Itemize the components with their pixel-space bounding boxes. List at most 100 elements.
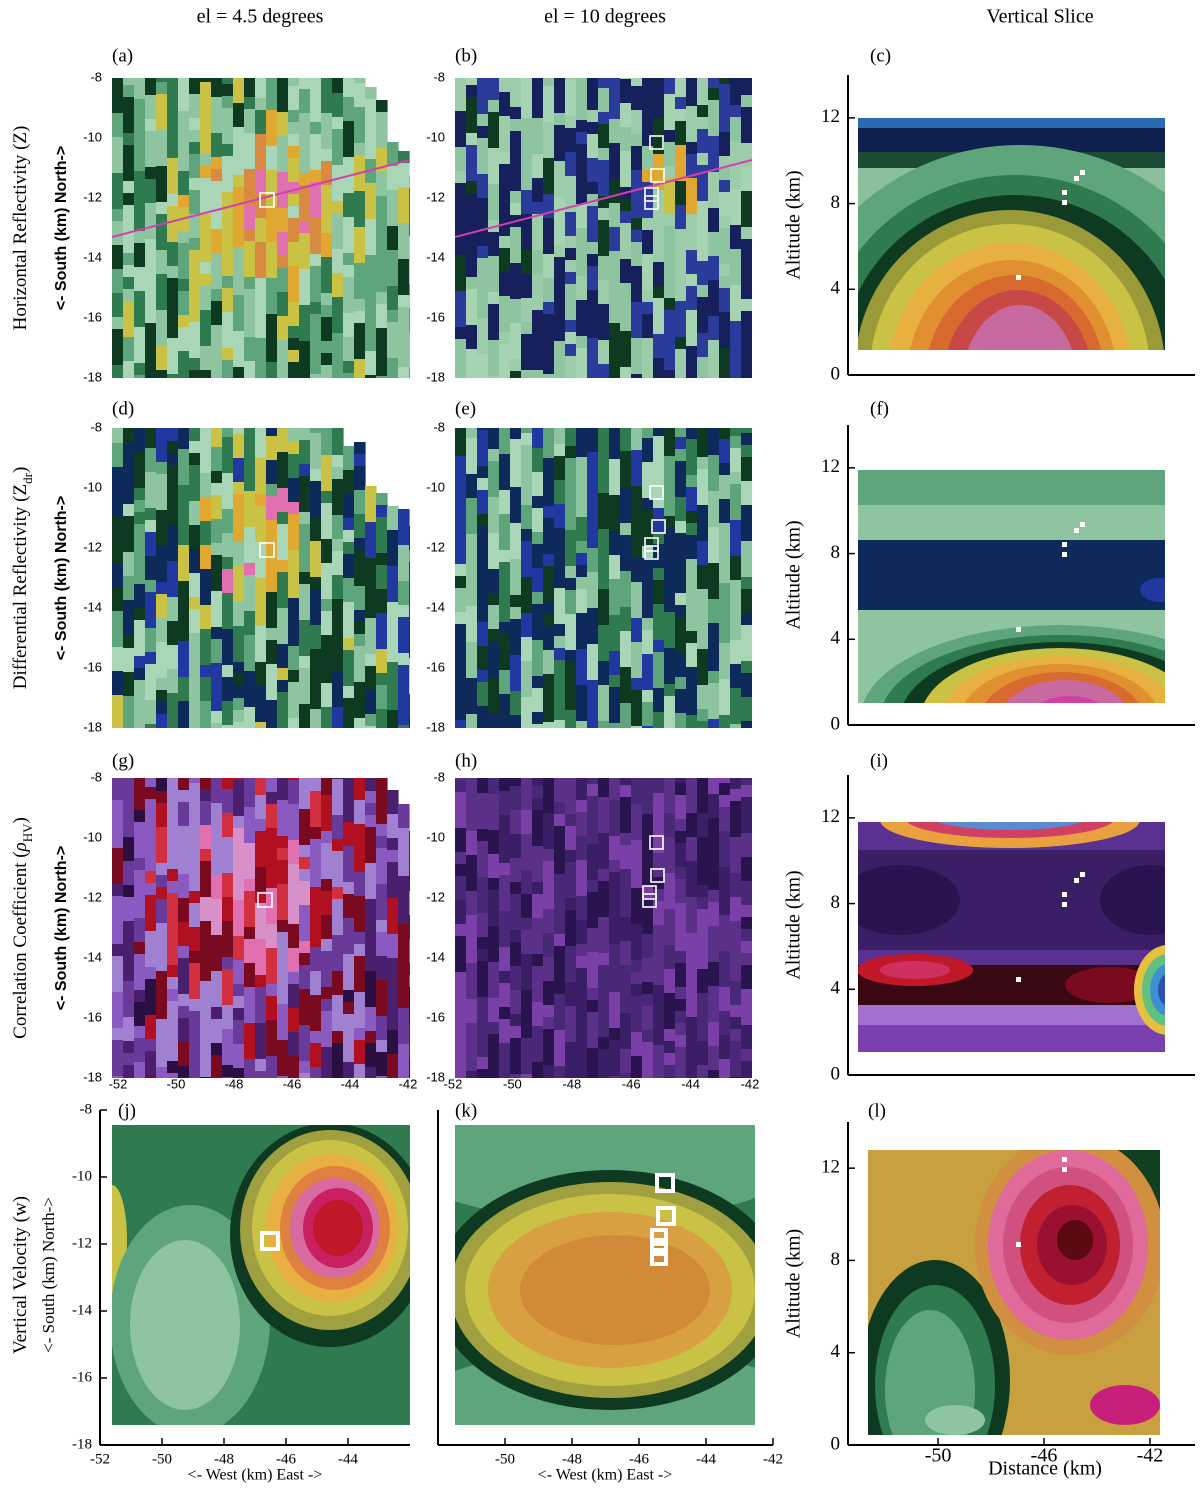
radar-cell xyxy=(288,924,300,949)
radar-cell xyxy=(123,1017,135,1042)
radar-cell xyxy=(233,367,245,378)
radar-cell xyxy=(145,943,157,968)
radar-cell xyxy=(719,523,731,560)
radar-cell xyxy=(189,214,201,239)
y-tick-label: -18 xyxy=(426,369,445,384)
radar-cell xyxy=(532,1002,544,1027)
radar-cell xyxy=(565,1042,577,1078)
radar-cell xyxy=(321,428,333,456)
radar-cell xyxy=(376,505,388,518)
radar-cell xyxy=(112,872,124,885)
radar-cell xyxy=(642,314,654,339)
radar-cell xyxy=(156,702,168,715)
radar-cell xyxy=(343,578,355,603)
radar-cell xyxy=(321,683,333,708)
radar-cell xyxy=(222,192,234,229)
radar-cell xyxy=(488,292,500,305)
radar-cell xyxy=(554,269,566,306)
radar-cell xyxy=(499,92,511,117)
radar-cell xyxy=(365,726,377,728)
radar-cell xyxy=(620,78,632,80)
radar-cell xyxy=(167,965,179,978)
radar-cell xyxy=(409,939,410,964)
radar-cell xyxy=(741,797,752,834)
radar-cell xyxy=(299,620,311,657)
radar-cell xyxy=(211,169,223,182)
radar-cell xyxy=(488,428,500,450)
radar-cell xyxy=(134,500,146,513)
radar-cell xyxy=(112,1028,124,1041)
radar-cell xyxy=(266,146,278,171)
radar-cell xyxy=(631,756,643,769)
y-tick-label: -12 xyxy=(83,889,102,904)
radar-cell xyxy=(233,686,245,699)
radar-cell xyxy=(664,993,676,1030)
radar-cell xyxy=(156,166,168,203)
radar-cell xyxy=(609,800,621,837)
radar-cell xyxy=(631,726,643,728)
radar-cell xyxy=(664,969,676,994)
radar-cell xyxy=(675,337,687,350)
radar-cell xyxy=(299,656,311,669)
radar-cell xyxy=(277,560,289,573)
radar-cell xyxy=(189,903,201,928)
radar-cell xyxy=(310,98,322,123)
radar-cell xyxy=(123,217,135,254)
radar-cell xyxy=(134,584,146,609)
radar-cell xyxy=(587,242,599,255)
radar-cell xyxy=(598,965,610,978)
radar-cell xyxy=(543,957,555,982)
radar-cell xyxy=(266,804,278,829)
radar-cell xyxy=(466,498,478,535)
radar-cell xyxy=(631,582,643,619)
radar-cell xyxy=(398,223,410,260)
radar-cell xyxy=(697,1065,709,1078)
radar-cell xyxy=(554,257,566,270)
radar-cell xyxy=(730,225,742,250)
radar-cell xyxy=(477,490,489,515)
radar-cell xyxy=(200,286,212,311)
radar-cell xyxy=(288,110,300,123)
radar-cell xyxy=(288,158,300,183)
radar-cell xyxy=(697,428,709,434)
radar-cell xyxy=(255,831,267,868)
radar-cell xyxy=(675,1023,687,1036)
radar-cell xyxy=(719,108,731,133)
site-marker xyxy=(1062,190,1067,195)
radar-cell xyxy=(510,1014,522,1027)
radar-cell xyxy=(299,1073,311,1078)
radar-cell xyxy=(521,1074,533,1078)
radar-cell xyxy=(499,839,511,864)
radar-cell xyxy=(376,196,388,233)
radar-cell xyxy=(455,291,467,328)
radar-cell xyxy=(266,700,278,725)
radar-cell xyxy=(222,873,234,898)
radar-cell xyxy=(343,686,355,699)
radar-cell xyxy=(134,990,146,1003)
radar-cell xyxy=(332,707,344,728)
radar-cell xyxy=(675,987,687,1000)
y-tick-label: -14 xyxy=(426,599,445,614)
radar-cell xyxy=(277,512,289,525)
radar-cell xyxy=(697,1077,709,1078)
radar-cell xyxy=(576,589,588,602)
y-tick-label: -12 xyxy=(426,539,445,554)
x-axis-title: <- West (km) East -> xyxy=(188,1467,323,1484)
radar-cell xyxy=(653,428,665,437)
radar-cell xyxy=(244,611,256,636)
radar-cell xyxy=(211,887,223,900)
radar-cell xyxy=(730,189,742,226)
site-marker xyxy=(1062,1157,1067,1162)
radar-cell xyxy=(200,981,212,1006)
radar-cell xyxy=(631,1056,643,1078)
radar-cell xyxy=(112,245,124,270)
radar-cell xyxy=(398,876,410,913)
radar-cell xyxy=(554,480,566,505)
radar-cell xyxy=(521,322,533,335)
radar-cell xyxy=(134,894,146,919)
radar-cell xyxy=(664,94,676,131)
radar-cell xyxy=(178,291,190,316)
radar-cell xyxy=(112,365,124,378)
radar-cell xyxy=(354,323,366,360)
radar-cell xyxy=(708,719,720,728)
